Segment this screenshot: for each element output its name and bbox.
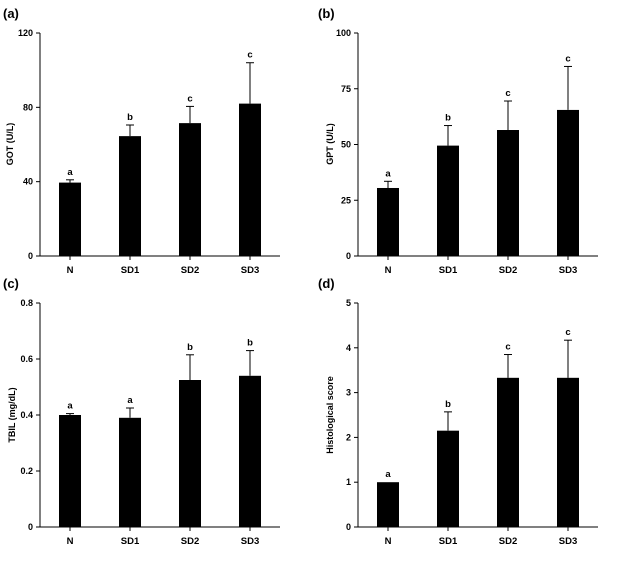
panel-0: (a) 0 40 80 120 GOT (U/L) a Nb SD1 c SD2 c SD3 [3, 6, 280, 276]
x-tick-label: SD3 [241, 265, 259, 276]
significance-label: b [247, 338, 253, 349]
y-tick-label: 0 [28, 522, 33, 532]
significance-label: a [385, 469, 391, 480]
y-tick-label: 0.8 [20, 298, 33, 308]
panel-3: (d) 0 1 2 3 4 5 Histological score a Nb SD1 c SD2 c SD… [318, 276, 598, 547]
bar-SD1 [119, 136, 141, 256]
x-tick-label: SD1 [439, 536, 458, 547]
y-tick-label: 0 [346, 251, 351, 261]
panel-2: (c) 0 0.2 0.4 0.6 0.8 TBIL (mg/dL) a Na SD1 b SD2 b S… [3, 276, 280, 547]
y-tick-label: 100 [336, 28, 351, 38]
significance-label: a [67, 167, 73, 178]
y-axis-title: GOT (U/L) [5, 123, 15, 166]
x-tick-label: SD3 [241, 536, 259, 547]
y-tick-label: 0.2 [20, 466, 33, 476]
significance-label: c [247, 50, 252, 61]
x-tick-label: SD2 [499, 265, 517, 276]
significance-label: b [127, 112, 133, 123]
y-axis-title: Histological score [325, 376, 335, 454]
x-tick-label: SD2 [181, 265, 199, 276]
significance-label: c [187, 93, 192, 104]
bar-SD3 [557, 377, 579, 527]
y-tick-label: 1 [346, 477, 351, 487]
bar-N [59, 182, 81, 256]
y-tick-label: 0 [28, 251, 33, 261]
bar-SD1 [119, 417, 141, 527]
x-tick-label: N [67, 265, 74, 276]
bar-SD2 [497, 377, 519, 527]
bar-N [59, 415, 81, 527]
y-tick-label: 2 [346, 432, 351, 442]
y-axis-title: GPT (U/L) [325, 123, 335, 165]
bar-SD3 [557, 109, 579, 256]
bar-SD1 [437, 430, 459, 527]
panel-1: (b) 0 25 50 75 100 GPT (U/L) a Nb SD1 c SD2 c SD3 [318, 6, 598, 276]
significance-label: b [187, 342, 193, 353]
y-tick-label: 0.6 [20, 354, 33, 364]
panel-label: (c) [3, 276, 19, 291]
bar-N [377, 482, 399, 527]
bar-SD2 [497, 130, 519, 256]
bar-SD2 [179, 380, 201, 527]
y-tick-label: 75 [341, 84, 351, 94]
x-tick-label: SD3 [559, 536, 577, 547]
significance-label: a [127, 395, 133, 406]
y-tick-label: 50 [341, 140, 351, 150]
y-tick-label: 0.4 [20, 410, 33, 420]
panel-label: (d) [318, 276, 335, 291]
significance-label: c [505, 88, 510, 99]
x-tick-label: SD3 [559, 265, 577, 276]
bar-N [377, 187, 399, 256]
x-tick-label: N [385, 265, 392, 276]
significance-label: a [67, 401, 73, 412]
y-tick-label: 80 [23, 102, 33, 112]
x-tick-label: SD1 [121, 536, 140, 547]
y-tick-label: 4 [346, 343, 351, 353]
x-tick-label: N [67, 536, 74, 547]
y-tick-label: 40 [23, 177, 33, 187]
significance-label: b [445, 399, 451, 410]
significance-label: c [565, 327, 570, 338]
y-axis-title: TBIL (mg/dL) [7, 387, 17, 442]
significance-label: b [445, 113, 451, 124]
bar-SD3 [239, 375, 261, 527]
x-tick-label: N [385, 536, 392, 547]
panel-label: (b) [318, 6, 335, 21]
x-tick-label: SD2 [181, 536, 199, 547]
y-tick-label: 5 [346, 298, 351, 308]
bar-SD2 [179, 123, 201, 256]
y-tick-label: 25 [341, 195, 351, 205]
bar-SD3 [239, 103, 261, 256]
x-tick-label: SD1 [121, 265, 140, 276]
bar-SD1 [437, 145, 459, 256]
x-tick-label: SD1 [439, 265, 458, 276]
y-tick-label: 3 [346, 388, 351, 398]
panel-label: (a) [3, 6, 19, 21]
significance-label: c [505, 342, 510, 353]
x-tick-label: SD2 [499, 536, 517, 547]
significance-label: a [385, 168, 391, 179]
significance-label: c [565, 53, 570, 64]
y-tick-label: 0 [346, 522, 351, 532]
y-tick-label: 120 [18, 28, 33, 38]
